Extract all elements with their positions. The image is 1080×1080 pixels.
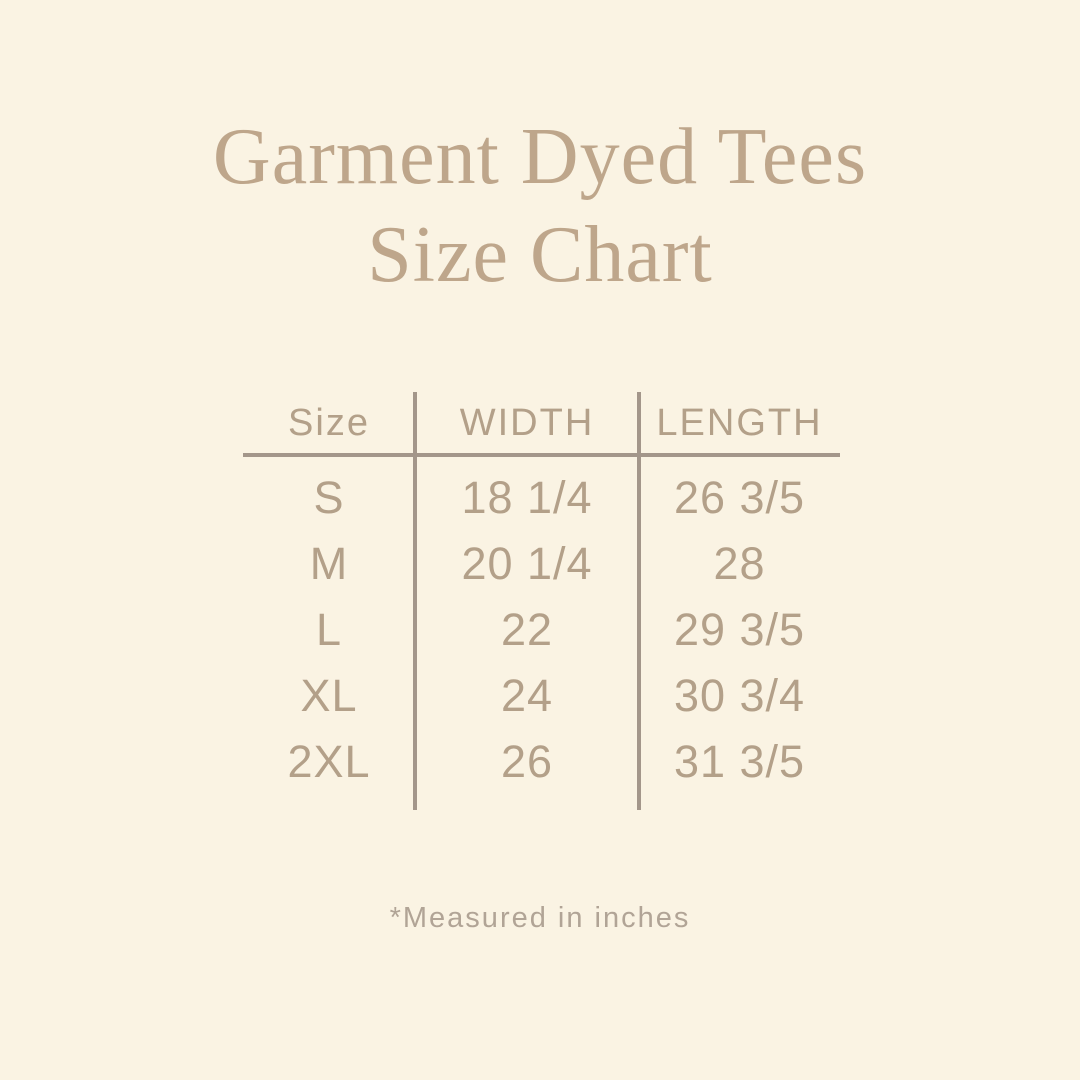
column-divider-2 [637,392,641,810]
page-title: Garment Dyed Tees Size Chart [0,108,1080,304]
length-cell: 26 3/5 [673,472,806,523]
page-title-line2: Size Chart [367,211,713,299]
table-header-row: Size WIDTH LENGTH [243,392,840,455]
width-cell: 20 1/4 [461,538,593,589]
table-body: S 18 1/4 26 3/5 M 20 1/4 28 L 22 29 3/5 … [243,465,840,795]
length-cell: 30 3/4 [673,670,806,721]
width-cell: 18 1/4 [461,472,593,523]
width-cell: 24 [500,670,554,721]
length-cell: 31 3/5 [673,736,806,787]
length-cell: 29 3/5 [673,604,806,655]
measurement-footnote: *Measured in inches [389,902,691,934]
width-cell: 22 [500,604,554,655]
header-length: LENGTH [656,402,823,444]
header-width: WIDTH [459,402,595,444]
column-divider-1 [413,392,417,810]
header-divider [243,453,840,457]
size-cell: S [313,472,345,523]
size-cell: XL [300,670,358,721]
size-cell: M [309,538,349,589]
page-title-line1: Garment Dyed Tees [212,113,868,201]
size-cell: 2XL [287,736,371,787]
header-size: Size [288,402,370,444]
length-cell: 28 [713,538,766,589]
size-cell: L [315,604,343,655]
size-table: Size WIDTH LENGTH S 18 1/4 26 3/5 M 20 1… [243,392,840,810]
width-cell: 26 [500,736,554,787]
